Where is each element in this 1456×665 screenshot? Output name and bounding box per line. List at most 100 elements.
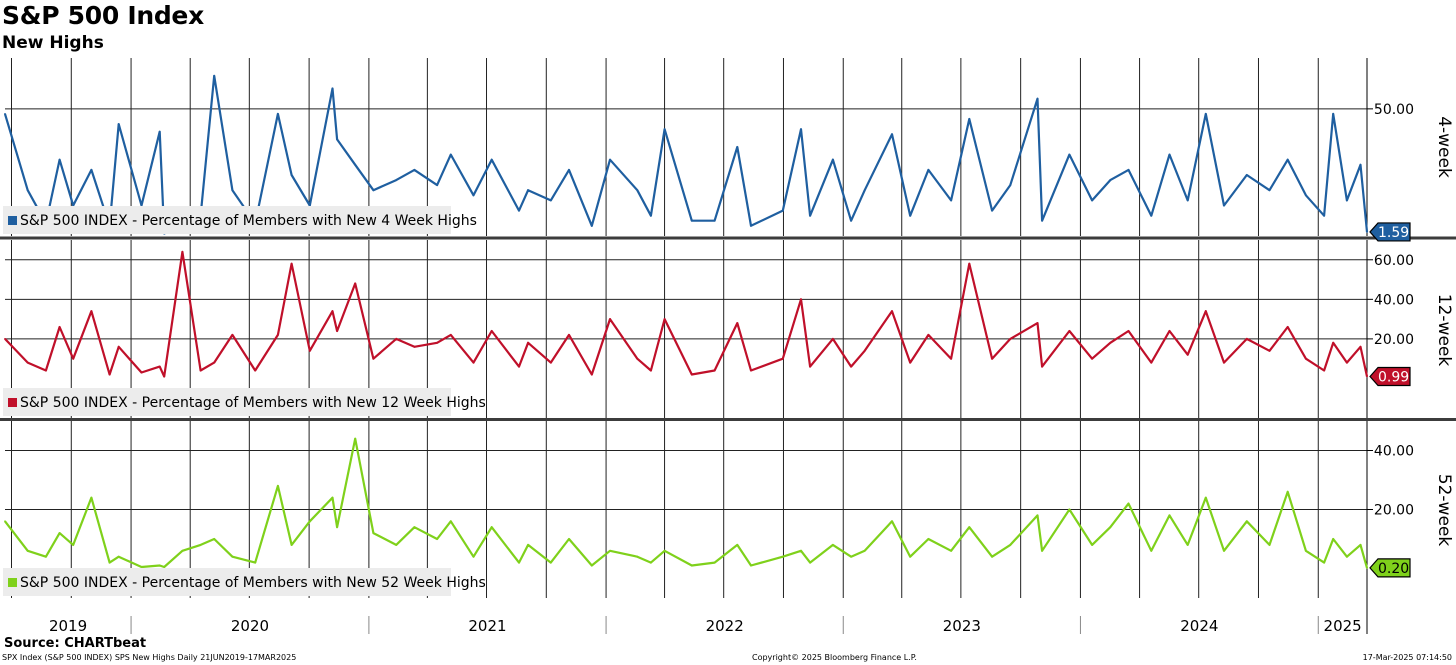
data-point — [832, 338, 834, 340]
data-point — [1204, 496, 1207, 499]
source-note: Source: CHARTbeat — [4, 636, 147, 651]
data-point — [736, 322, 739, 324]
data-point — [90, 310, 93, 313]
data-point — [568, 169, 570, 171]
data-point — [4, 338, 6, 340]
data-point — [1150, 214, 1153, 217]
legend-box-4week — [3, 206, 451, 234]
data-point — [395, 179, 398, 182]
x-tick-label: 2024 — [1180, 617, 1218, 635]
data-point — [549, 199, 552, 202]
last-value-badge-52week: 0.20 — [1369, 558, 1411, 578]
data-point — [1091, 544, 1093, 546]
data-point — [968, 526, 971, 529]
data-point — [909, 361, 912, 364]
data-point — [1268, 349, 1271, 352]
data-point — [1223, 549, 1225, 552]
data-point — [650, 214, 652, 217]
data-point — [117, 123, 120, 125]
data-point — [1150, 361, 1153, 364]
x-tick-label: 2023 — [943, 617, 981, 635]
data-point — [331, 87, 334, 90]
data-point — [254, 561, 257, 564]
data-point — [372, 357, 375, 360]
data-point — [518, 561, 520, 564]
data-point — [117, 345, 120, 348]
data-point — [1346, 555, 1348, 558]
last-value-label: 0.99 — [1378, 369, 1409, 385]
data-point — [1305, 194, 1307, 197]
data-point — [713, 219, 716, 222]
data-point — [750, 224, 752, 227]
data-point — [331, 496, 334, 499]
data-point — [590, 224, 593, 227]
data-point — [781, 209, 784, 212]
data-point — [90, 496, 93, 499]
data-point — [290, 174, 293, 176]
data-point — [449, 153, 452, 156]
data-point — [590, 564, 593, 567]
data-point — [663, 318, 666, 320]
data-point — [909, 214, 912, 217]
data-point — [354, 437, 357, 440]
data-point — [590, 373, 593, 376]
data-point — [336, 138, 338, 141]
data-point — [850, 219, 852, 222]
data-point — [1009, 544, 1012, 546]
chart-title: S&P 500 Index — [2, 1, 204, 30]
data-point — [395, 544, 398, 546]
data-point — [1091, 199, 1093, 202]
data-point — [308, 204, 311, 207]
data-point — [490, 330, 493, 332]
data-point — [781, 357, 784, 360]
chart-subtitle: New Highs — [2, 33, 104, 53]
data-point — [199, 544, 202, 546]
data-point — [927, 334, 930, 336]
data-point — [1127, 502, 1130, 505]
data-point — [1204, 310, 1207, 313]
data-point — [950, 199, 952, 202]
y-tick-label: 60.00 — [1374, 253, 1414, 269]
data-point — [750, 369, 752, 372]
data-point — [527, 189, 529, 192]
data-point — [1041, 365, 1043, 368]
data-point — [472, 194, 475, 197]
data-point — [863, 189, 866, 192]
data-point — [231, 334, 234, 336]
data-point — [650, 561, 652, 564]
data-point — [891, 133, 893, 136]
data-point — [1168, 514, 1171, 517]
data-point — [1036, 514, 1039, 517]
data-point — [950, 549, 952, 552]
data-point — [1245, 338, 1248, 340]
data-point — [1359, 544, 1362, 546]
data-point — [891, 310, 893, 313]
data-point — [72, 204, 75, 207]
x-axis: 2019 2020 2021 2022 2023 2024 2025 — [49, 598, 1368, 635]
data-point — [1245, 520, 1248, 523]
data-point — [1150, 549, 1153, 552]
data-point — [1041, 219, 1043, 222]
data-point — [213, 74, 216, 77]
last-value-badge-12week: 0.99 — [1369, 366, 1411, 387]
data-point — [158, 130, 161, 133]
data-point — [231, 555, 234, 558]
data-point — [436, 184, 438, 187]
data-point — [436, 341, 438, 344]
data-point — [1186, 353, 1189, 356]
data-point — [636, 189, 639, 192]
data-point — [800, 298, 802, 301]
data-point — [254, 369, 257, 372]
data-point — [809, 214, 811, 217]
data-point — [968, 118, 971, 120]
data-point — [158, 564, 161, 567]
data-point — [968, 262, 971, 265]
data-point — [290, 262, 293, 265]
data-point — [117, 555, 120, 558]
data-point — [991, 555, 993, 558]
data-point — [45, 555, 47, 558]
data-point — [1009, 184, 1012, 187]
data-point — [736, 146, 739, 148]
legend-label-4week: S&P 500 INDEX - Percentage of Members wi… — [20, 213, 477, 229]
